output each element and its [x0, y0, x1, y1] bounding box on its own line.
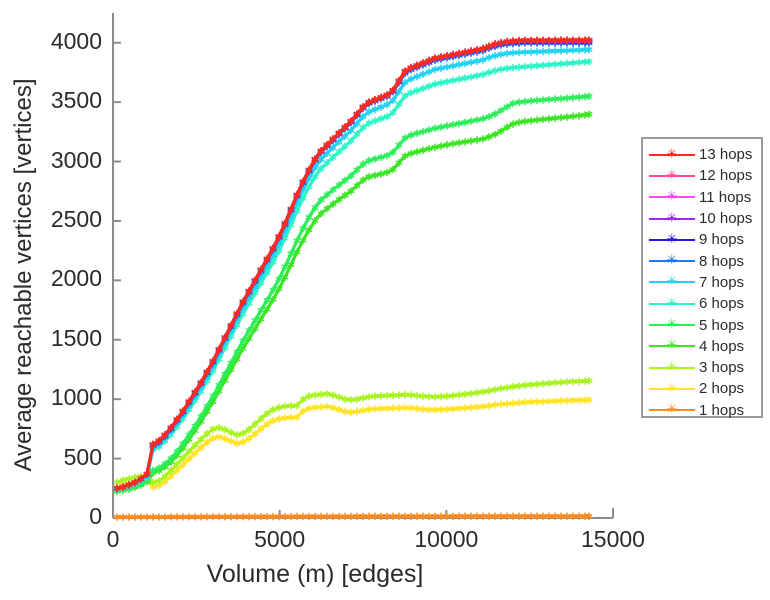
legend-item-3-hops[interactable]: ✳ 3 hops — [643, 357, 761, 378]
legend-item-label: 9 hops — [699, 231, 745, 249]
legend-line-icon — [649, 281, 695, 284]
legend-item-6-hops[interactable]: ✳ 6 hops — [643, 293, 761, 314]
legend-item-12-hops[interactable]: ✳ 12 hops — [643, 165, 761, 186]
legend-line-sample: ✳ — [649, 169, 695, 183]
series-11-hops — [113, 36, 593, 493]
legend-line-icon — [649, 260, 695, 263]
y-tick-label: 0 — [89, 503, 102, 529]
legend-item-8-hops[interactable]: ✳ 8 hops — [643, 250, 761, 271]
legend-item-2-hops[interactable]: ✳ 2 hops — [643, 378, 761, 399]
legend-asterisk-marker-icon: ✳ — [666, 317, 678, 333]
legend-item-label: 10 hops — [699, 210, 753, 228]
y-tick-label: 2500 — [50, 205, 102, 232]
legend-asterisk-marker-icon: ✳ — [666, 338, 678, 354]
legend-item-7-hops[interactable]: ✳ 7 hops — [643, 272, 761, 293]
x-tick-label: 10000 — [414, 526, 479, 552]
y-tick-label: 3500 — [50, 87, 102, 114]
legend-asterisk-marker-icon: ✳ — [666, 146, 678, 162]
legend-asterisk-marker-icon: ✳ — [666, 253, 678, 269]
series-3-hops — [113, 376, 593, 487]
series-5-hops — [113, 92, 593, 495]
legend-line-icon — [649, 366, 695, 369]
legend-item-label: 2 hops — [699, 380, 745, 398]
y-tick-label: 4000 — [50, 27, 102, 54]
y-tick-label: 1500 — [50, 324, 102, 351]
legend-item-label: 12 hops — [699, 167, 753, 185]
legend-line-sample: ✳ — [649, 233, 695, 247]
legend-line-icon — [649, 217, 695, 220]
x-tick-label: 5000 — [254, 526, 306, 552]
legend-line-sample: ✳ — [649, 403, 695, 417]
series-7-hops — [113, 45, 593, 493]
x-tick-label: 15000 — [581, 526, 645, 552]
legend-item-label: 13 hops — [699, 146, 753, 164]
y-tick-label: 1000 — [50, 384, 102, 411]
series-8-hops — [113, 39, 593, 493]
series-12-hops — [113, 36, 593, 493]
legend-line-icon — [649, 324, 695, 327]
series-1-hops — [113, 512, 593, 521]
legend-item-13-hops[interactable]: ✳ 13 hops — [643, 144, 761, 165]
x-axis-title: Volume (m) [edges] — [206, 560, 424, 588]
legend-line-sample: ✳ — [649, 318, 695, 332]
legend-item-9-hops[interactable]: ✳ 9 hops — [643, 229, 761, 250]
legend-line-sample: ✳ — [649, 382, 695, 396]
x-tick-label: 0 — [106, 526, 120, 552]
series-2-hops — [113, 395, 593, 491]
legend-item-list: ✳ 13 hops ✳ 12 hops ✳ 11 hops ✳ 10 hops ✳ 9 hops ✳… — [643, 144, 761, 421]
legend-line-sample: ✳ — [649, 339, 695, 353]
legend-line-sample: ✳ — [649, 297, 695, 311]
legend-asterisk-marker-icon: ✳ — [666, 402, 678, 418]
legend-asterisk-marker-icon: ✳ — [666, 274, 678, 290]
legend-item-5-hops[interactable]: ✳ 5 hops — [643, 314, 761, 335]
legend-item-label: 3 hops — [699, 359, 745, 377]
legend: ✳ 13 hops ✳ 12 hops ✳ 11 hops ✳ 10 hops ✳ 9 hops ✳… — [641, 137, 763, 421]
legend-asterisk-marker-icon: ✳ — [666, 210, 678, 226]
y-tick-label: 500 — [63, 443, 102, 470]
series-13-hops — [113, 36, 593, 493]
legend-item-10-hops[interactable]: ✳ 10 hops — [643, 208, 761, 229]
legend-item-label: 5 hops — [699, 316, 745, 334]
legend-line-sample: ✳ — [649, 190, 695, 204]
legend-line-sample: ✳ — [649, 254, 695, 268]
legend-item-4-hops[interactable]: ✳ 4 hops — [643, 336, 761, 357]
legend-line-icon — [649, 174, 695, 177]
legend-asterisk-marker-icon: ✳ — [666, 189, 678, 205]
legend-line-icon — [649, 409, 695, 412]
y-tick-label: 3000 — [50, 146, 102, 173]
legend-item-11-hops[interactable]: ✳ 11 hops — [643, 187, 761, 208]
legend-asterisk-marker-icon: ✳ — [666, 167, 678, 183]
series-10-hops — [113, 37, 593, 493]
legend-item-label: 8 hops — [699, 252, 745, 270]
legend-line-icon — [649, 196, 695, 199]
legend-asterisk-marker-icon: ✳ — [666, 231, 678, 247]
y-tick-label: 2000 — [50, 265, 102, 292]
series-9-hops — [113, 37, 593, 493]
legend-item-label: 11 hops — [699, 188, 752, 206]
legend-line-icon — [649, 238, 695, 241]
legend-line-icon — [649, 387, 695, 390]
legend-item-label: 6 hops — [699, 295, 745, 313]
legend-line-sample: ✳ — [649, 148, 695, 162]
legend-line-sample: ✳ — [649, 212, 695, 226]
legend-asterisk-marker-icon: ✳ — [666, 359, 678, 375]
legend-asterisk-marker-icon: ✳ — [666, 295, 678, 311]
legend-line-icon — [649, 345, 695, 348]
legend-item-label: 4 hops — [699, 337, 745, 355]
legend-line-icon — [649, 153, 695, 156]
legend-line-icon — [649, 302, 695, 305]
legend-item-label: 7 hops — [699, 273, 745, 291]
legend-line-sample: ✳ — [649, 275, 695, 289]
legend-line-sample: ✳ — [649, 361, 695, 375]
legend-item-label: 1 hops — [699, 401, 745, 419]
legend-item-1-hops[interactable]: ✳ 1 hops — [643, 400, 761, 421]
legend-asterisk-marker-icon: ✳ — [666, 380, 678, 396]
